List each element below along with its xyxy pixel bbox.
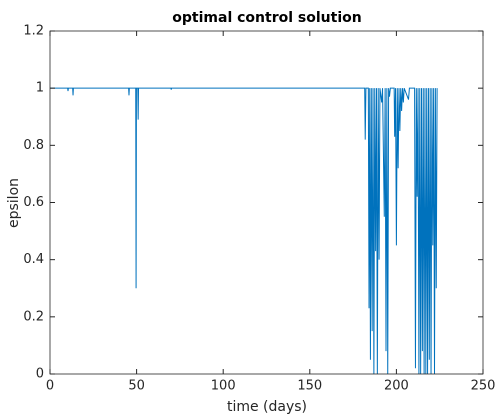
chart-title: optimal control solution [172,10,361,26]
data-line [50,87,438,375]
y-axis-label: epsilon [6,178,22,228]
x-tick-label: 0 [46,379,54,394]
y-tick-label: 0.8 [23,138,44,153]
y-tick-label: 1.2 [23,24,44,39]
y-tick-label: 0.4 [23,252,44,267]
x-axis-label: time (days) [227,399,307,415]
x-tick-label: 50 [128,379,145,394]
y-tick-label: 0.2 [23,309,44,324]
y-tick-label: 1 [36,81,44,96]
y-tick-label: 0 [36,367,44,382]
x-tick-label: 200 [384,379,409,394]
y-tick-label: 0.6 [23,195,44,210]
x-tick-label: 100 [211,379,236,394]
x-tick-label: 150 [297,379,322,394]
x-tick-label: 250 [471,379,496,394]
